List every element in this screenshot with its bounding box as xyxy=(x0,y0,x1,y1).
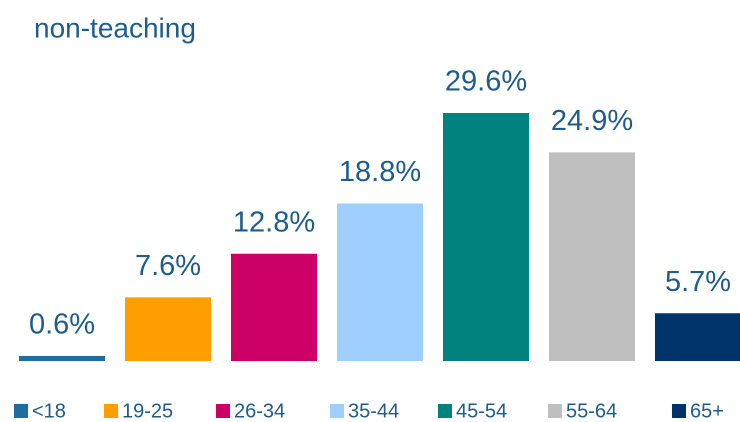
legend-label: 45-54 xyxy=(456,400,507,422)
bar xyxy=(337,203,423,361)
bar xyxy=(655,313,740,361)
legend-label: 26-34 xyxy=(234,400,285,422)
data-label: 7.6% xyxy=(135,250,201,282)
bar xyxy=(19,355,105,361)
data-label: 24.9% xyxy=(551,105,633,137)
legend-label: 55-64 xyxy=(566,400,617,422)
legend-swatch xyxy=(104,404,118,418)
legend-swatch xyxy=(330,404,344,418)
bar xyxy=(549,152,635,361)
chart-title: non-teaching xyxy=(34,12,196,43)
legend-swatch xyxy=(14,404,28,418)
legend-swatch xyxy=(672,404,686,418)
bar xyxy=(443,113,529,361)
legend-label: <18 xyxy=(32,400,66,422)
legend-label: 35-44 xyxy=(348,400,399,422)
bar xyxy=(231,253,317,361)
data-label: 5.7% xyxy=(665,266,731,298)
legend-label: 19-25 xyxy=(122,400,173,422)
legend-swatch xyxy=(548,404,562,418)
data-label: 12.8% xyxy=(233,206,315,238)
legend-swatch xyxy=(216,404,230,418)
data-label: 29.6% xyxy=(445,66,527,98)
data-label: 18.8% xyxy=(339,156,421,188)
data-label: 0.6% xyxy=(29,309,95,341)
legend-label: 65+ xyxy=(690,400,724,422)
legend-swatch xyxy=(438,404,452,418)
bar xyxy=(125,297,211,361)
